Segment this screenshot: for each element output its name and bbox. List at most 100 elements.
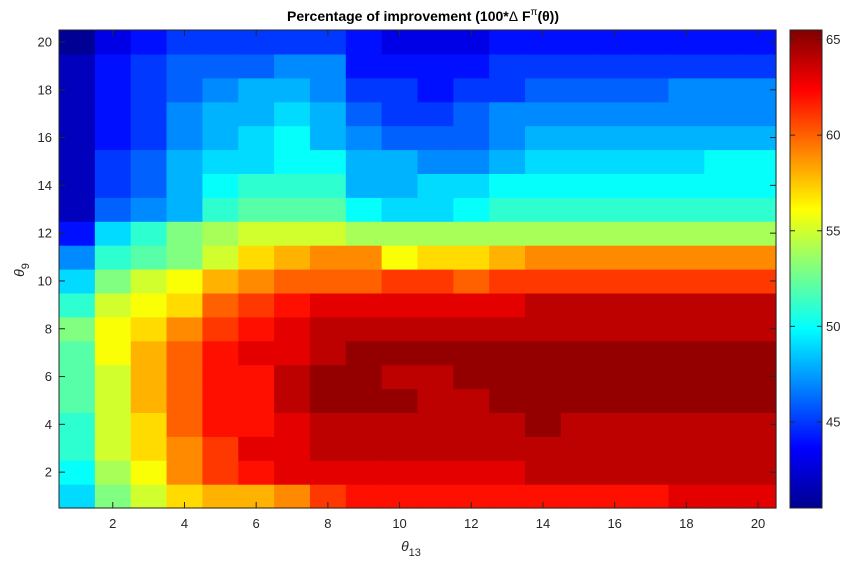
heatmap-cell	[489, 125, 526, 151]
heatmap-cell	[94, 173, 132, 198]
heatmap-cell	[596, 245, 634, 270]
heatmap-cell	[596, 149, 634, 174]
heatmap-cell	[632, 388, 670, 413]
heatmap-cell	[345, 125, 383, 151]
heatmap-cell	[417, 53, 454, 79]
heatmap-cell	[381, 197, 419, 222]
heatmap-cell	[525, 125, 562, 151]
heatmap-cell	[525, 245, 562, 270]
heatmap-cell	[668, 412, 705, 437]
heatmap-cell	[274, 388, 311, 413]
heatmap-cell	[94, 125, 132, 151]
heatmap-cell	[668, 125, 705, 151]
heatmap-cell	[345, 484, 383, 509]
heatmap-cell	[453, 292, 490, 318]
heatmap-cell	[94, 436, 132, 461]
heatmap-cell	[166, 77, 203, 103]
heatmap-cell	[166, 149, 203, 174]
heatmap-cell	[417, 173, 454, 198]
heatmap-cell	[489, 245, 526, 270]
heatmap-cell	[417, 460, 454, 485]
x-tick-label: 18	[679, 516, 693, 531]
heatmap-cell	[345, 412, 383, 437]
heatmap-cell	[166, 245, 203, 270]
heatmap-cell	[668, 316, 705, 342]
heatmap-cell	[381, 101, 419, 127]
heatmap-cell	[632, 173, 670, 198]
heatmap-cell	[596, 125, 634, 151]
heatmap-cell	[94, 388, 132, 413]
heatmap-cell	[417, 101, 454, 127]
y-tick-label: 2	[45, 465, 52, 480]
heatmap-cell	[59, 149, 96, 174]
heatmap-cell	[596, 101, 634, 127]
heatmap-cell	[489, 30, 526, 55]
heatmap-cell	[417, 412, 454, 437]
heatmap-cell	[632, 101, 670, 127]
heatmap-cell	[130, 101, 168, 127]
heatmap-cell	[632, 221, 670, 246]
heatmap-cell	[94, 77, 132, 103]
heatmap-cell	[632, 197, 670, 222]
heatmap-cell	[202, 340, 239, 366]
heatmap-cell	[238, 221, 275, 246]
heatmap-cell	[668, 77, 705, 103]
heatmap-cell	[238, 53, 275, 79]
heatmap-cell	[166, 269, 203, 294]
heatmap-cell	[345, 460, 383, 485]
heatmap-cell	[202, 53, 239, 79]
heatmap-cell	[202, 364, 239, 390]
heatmap-cell	[596, 364, 634, 390]
heatmap-cell	[274, 316, 311, 342]
heatmap-cell	[596, 269, 634, 294]
x-tick-label: 12	[464, 516, 478, 531]
x-tick-label: 10	[392, 516, 406, 531]
heatmap-cell	[202, 460, 239, 485]
x-tick-label: 6	[253, 516, 260, 531]
heatmap-cell	[274, 364, 311, 390]
heatmap-cell	[489, 412, 526, 437]
heatmap-cell	[238, 340, 275, 366]
heatmap-cell	[704, 125, 741, 151]
heatmap-cell	[345, 101, 383, 127]
heatmap-cell	[130, 460, 168, 485]
heatmap-cell	[309, 197, 347, 222]
heatmap-cell	[560, 173, 598, 198]
heatmap-cell	[381, 125, 419, 151]
heatmap-cell	[668, 364, 705, 390]
heatmap-cell	[274, 269, 311, 294]
heatmap-cell	[596, 173, 634, 198]
heatmap-cell	[238, 77, 275, 103]
heatmap-cell	[632, 149, 670, 174]
heatmap-cell	[740, 292, 777, 318]
heatmap-cell	[345, 340, 383, 366]
heatmap-cell	[560, 316, 598, 342]
heatmap-cell	[59, 460, 96, 485]
heatmap-cell	[668, 292, 705, 318]
heatmap-cell	[59, 292, 96, 318]
heatmap-cell	[274, 245, 311, 270]
heatmap-cell	[381, 340, 419, 366]
heatmap-cell	[632, 460, 670, 485]
heatmap-cell	[632, 269, 670, 294]
heatmap-cell	[130, 436, 168, 461]
heatmap-cell	[238, 292, 275, 318]
heatmap-cell	[453, 316, 490, 342]
heatmap-cell	[130, 292, 168, 318]
heatmap-cell	[596, 197, 634, 222]
heatmap-cell	[453, 125, 490, 151]
heatmap-cell	[381, 436, 419, 461]
heatmap-cell	[238, 316, 275, 342]
heatmap-cell	[453, 245, 490, 270]
y-tick-label: 14	[38, 178, 52, 193]
heatmap-cell	[202, 484, 239, 509]
heatmap-cell	[453, 340, 490, 366]
heatmap-cell	[596, 340, 634, 366]
heatmap-cell	[166, 364, 203, 390]
heatmap-cell	[632, 340, 670, 366]
colorbar	[789, 29, 823, 509]
colorbar-tick-label: 55	[826, 223, 840, 238]
heatmap-cell	[130, 484, 168, 509]
heatmap-cell	[166, 53, 203, 79]
